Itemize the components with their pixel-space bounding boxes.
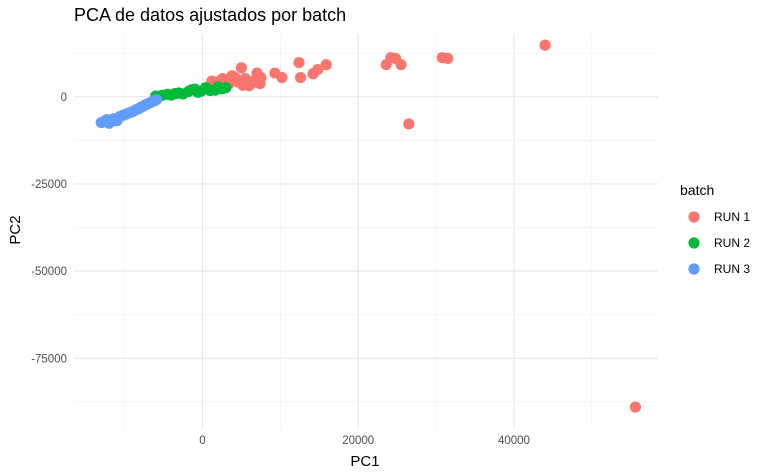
legend-title: batch <box>680 182 714 198</box>
data-point <box>276 71 288 84</box>
data-point <box>320 59 332 71</box>
tick-labels: 0 20000 40000 0 -25000 -50000 -75000 <box>31 92 530 447</box>
series-run-3 <box>95 93 163 129</box>
data-points <box>95 39 642 413</box>
data-point <box>235 62 248 74</box>
x-tick-label: 20000 <box>342 435 374 447</box>
data-point <box>150 93 163 106</box>
y-tick-label: -75000 <box>31 353 67 365</box>
series-run-1 <box>206 39 642 413</box>
data-point <box>255 71 267 84</box>
grid <box>74 34 658 428</box>
x-tick-label: 40000 <box>498 435 530 447</box>
y-tick-label: -50000 <box>31 266 67 278</box>
data-point <box>629 401 642 413</box>
y-tick-label: -25000 <box>31 179 67 191</box>
data-point <box>442 52 454 65</box>
data-point <box>312 63 324 76</box>
series-run-2 <box>150 81 232 102</box>
data-point <box>220 82 232 94</box>
data-point <box>395 59 407 71</box>
legend-key <box>688 211 700 223</box>
legend-key <box>688 237 700 249</box>
data-point <box>293 56 305 69</box>
data-point <box>403 118 415 130</box>
x-axis-title: PC1 <box>350 453 379 470</box>
legend: batch RUN 1 RUN 2 RUN 3 <box>680 182 750 276</box>
x-tick-label: 0 <box>199 435 205 447</box>
y-axis-title: PC2 <box>7 215 24 244</box>
legend-key <box>688 263 700 275</box>
legend-label: RUN 3 <box>714 262 750 276</box>
chart-title: PCA de datos ajustados por batch <box>74 5 346 25</box>
data-point <box>539 39 551 51</box>
legend-label: RUN 2 <box>714 236 750 250</box>
data-point <box>294 71 307 84</box>
y-tick-label: 0 <box>61 92 67 104</box>
legend-label: RUN 1 <box>714 210 750 224</box>
